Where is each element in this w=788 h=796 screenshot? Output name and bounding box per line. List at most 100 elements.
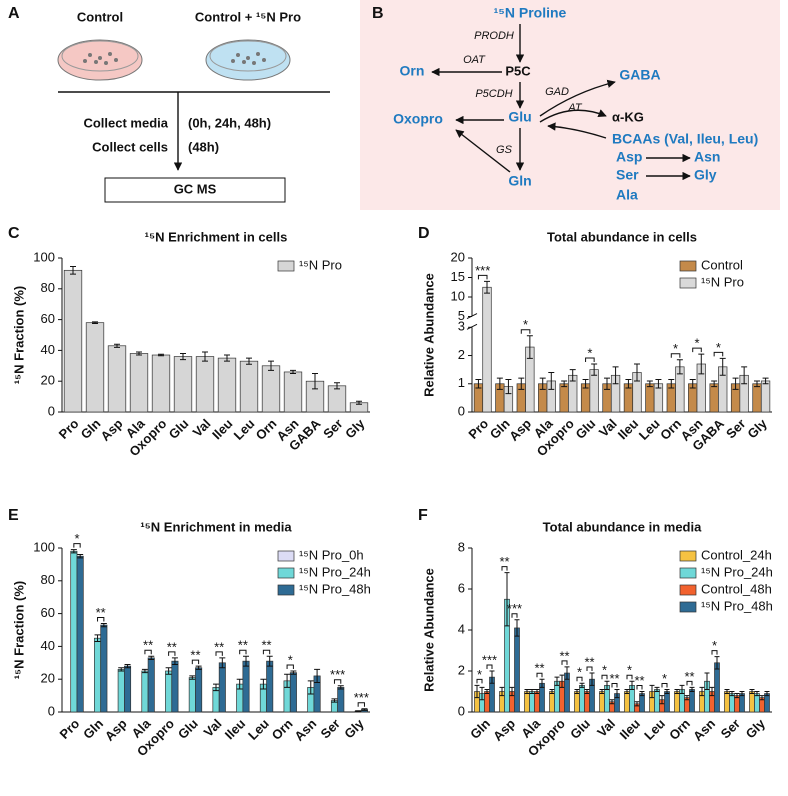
- enzyme: P5CDH: [475, 88, 512, 100]
- x-tick-label: Gln: [80, 716, 106, 742]
- bar: [579, 684, 585, 713]
- error-bar: [148, 655, 155, 661]
- error-bar: [689, 379, 696, 389]
- y-axis-label: ¹⁵N Fraction (%): [11, 581, 26, 680]
- significance-label: **: [609, 671, 619, 686]
- bar: [266, 660, 274, 713]
- error-bar: [539, 377, 546, 390]
- error-bar: [589, 672, 595, 686]
- bar: [749, 691, 755, 713]
- significance-label: **: [96, 605, 106, 620]
- x-tick-label: Orn: [269, 716, 296, 743]
- bar: [242, 660, 250, 713]
- chart-title: ¹⁵N Enrichment in media: [140, 519, 292, 534]
- x-tick-label: Asn: [291, 716, 319, 744]
- x-tick-label: Ileu: [615, 416, 641, 442]
- x-tick-label: Gln: [487, 416, 513, 442]
- bar: [327, 385, 347, 413]
- error-bar: [141, 668, 148, 674]
- error-bar: [612, 366, 619, 385]
- significance-label: *: [712, 638, 717, 653]
- error-bar: [689, 686, 695, 692]
- y-tick-label: 100: [33, 539, 55, 554]
- x-tick-label: Pro: [465, 416, 491, 442]
- y-tick-label: 10: [451, 288, 465, 303]
- metabolite: Glu: [508, 109, 531, 125]
- significance-label: **: [559, 648, 569, 663]
- significance-bracket: [626, 674, 633, 680]
- error-bar: [514, 619, 520, 637]
- bar: [482, 286, 492, 413]
- x-tick-label: Gly: [744, 415, 770, 441]
- x-tick-label: Val: [596, 416, 620, 440]
- error-bar: [698, 353, 705, 375]
- significance-bracket: [476, 678, 483, 684]
- bar: [124, 665, 132, 713]
- legend-swatch: [277, 260, 295, 272]
- y-tick-label: 2: [458, 347, 465, 362]
- legend-swatch: [679, 260, 697, 272]
- bar: [117, 669, 125, 713]
- legend-label: ¹⁵N Pro: [701, 274, 744, 289]
- significance-label: ***: [330, 667, 345, 682]
- bar: [289, 672, 297, 713]
- error-bar: [646, 380, 653, 388]
- bar: [729, 693, 735, 713]
- y-tick-label: 20: [41, 373, 55, 388]
- y-tick-label: 40: [41, 638, 55, 653]
- y-tick-label: 20: [451, 249, 465, 264]
- bar: [218, 662, 226, 713]
- y-tick-label: 60: [41, 605, 55, 620]
- enzyme: GAD: [545, 86, 569, 98]
- error-bar: [290, 670, 297, 675]
- y-tick-label: 0: [458, 703, 465, 718]
- significance-bracket: [144, 649, 152, 655]
- bar: [63, 269, 83, 413]
- error-bar: [505, 379, 512, 395]
- error-bar: [664, 688, 670, 695]
- step-time: (0h, 24h, 48h): [188, 115, 271, 130]
- significance-bracket: [215, 651, 223, 656]
- error-bar: [634, 701, 640, 707]
- error-bar: [574, 688, 580, 695]
- x-tick-label: Glu: [175, 716, 201, 742]
- significance-bracket: [511, 613, 518, 618]
- error-bar: [124, 663, 131, 669]
- x-tick-label: Asn: [690, 716, 718, 744]
- error-bar: [559, 674, 565, 688]
- metabolite: GABA: [619, 67, 660, 83]
- x-tick-label: Gln: [78, 416, 104, 442]
- error-bar: [764, 691, 770, 697]
- significance-bracket: [713, 351, 724, 357]
- bar: [639, 693, 645, 713]
- y-tick-label: 20: [41, 671, 55, 686]
- x-tick-label: Gln: [467, 716, 493, 742]
- error-bar: [734, 693, 740, 699]
- x-tick-label: Ser: [318, 716, 343, 741]
- error-bar: [474, 684, 480, 699]
- significance-label: **: [684, 669, 694, 684]
- significance-bracket: [286, 664, 294, 669]
- legend-swatch: [679, 601, 697, 613]
- bar: [217, 357, 237, 413]
- enzyme: AT: [567, 102, 583, 114]
- dish-rim: [209, 40, 287, 72]
- y-axis-label: Relative Abundance: [421, 568, 436, 692]
- pathway-background: [360, 0, 780, 210]
- legend-swatch: [679, 550, 697, 562]
- significance-label: *: [602, 663, 607, 678]
- bar: [689, 689, 695, 713]
- legend-label: ¹⁵N Pro_48h: [299, 581, 371, 596]
- metabolite: Oxopro: [393, 111, 443, 127]
- significance-bracket: [636, 685, 643, 690]
- x-tick-label: Val: [201, 716, 225, 740]
- error-bar: [554, 676, 560, 686]
- x-tick-label: Gly: [743, 715, 769, 741]
- bar: [645, 383, 655, 413]
- bar: [739, 693, 745, 713]
- significance-bracket: [333, 679, 342, 684]
- chart-title: Total abundance in cells: [547, 229, 697, 244]
- metabolite: Ser: [616, 167, 639, 183]
- bar: [760, 380, 771, 413]
- bar: [514, 627, 520, 713]
